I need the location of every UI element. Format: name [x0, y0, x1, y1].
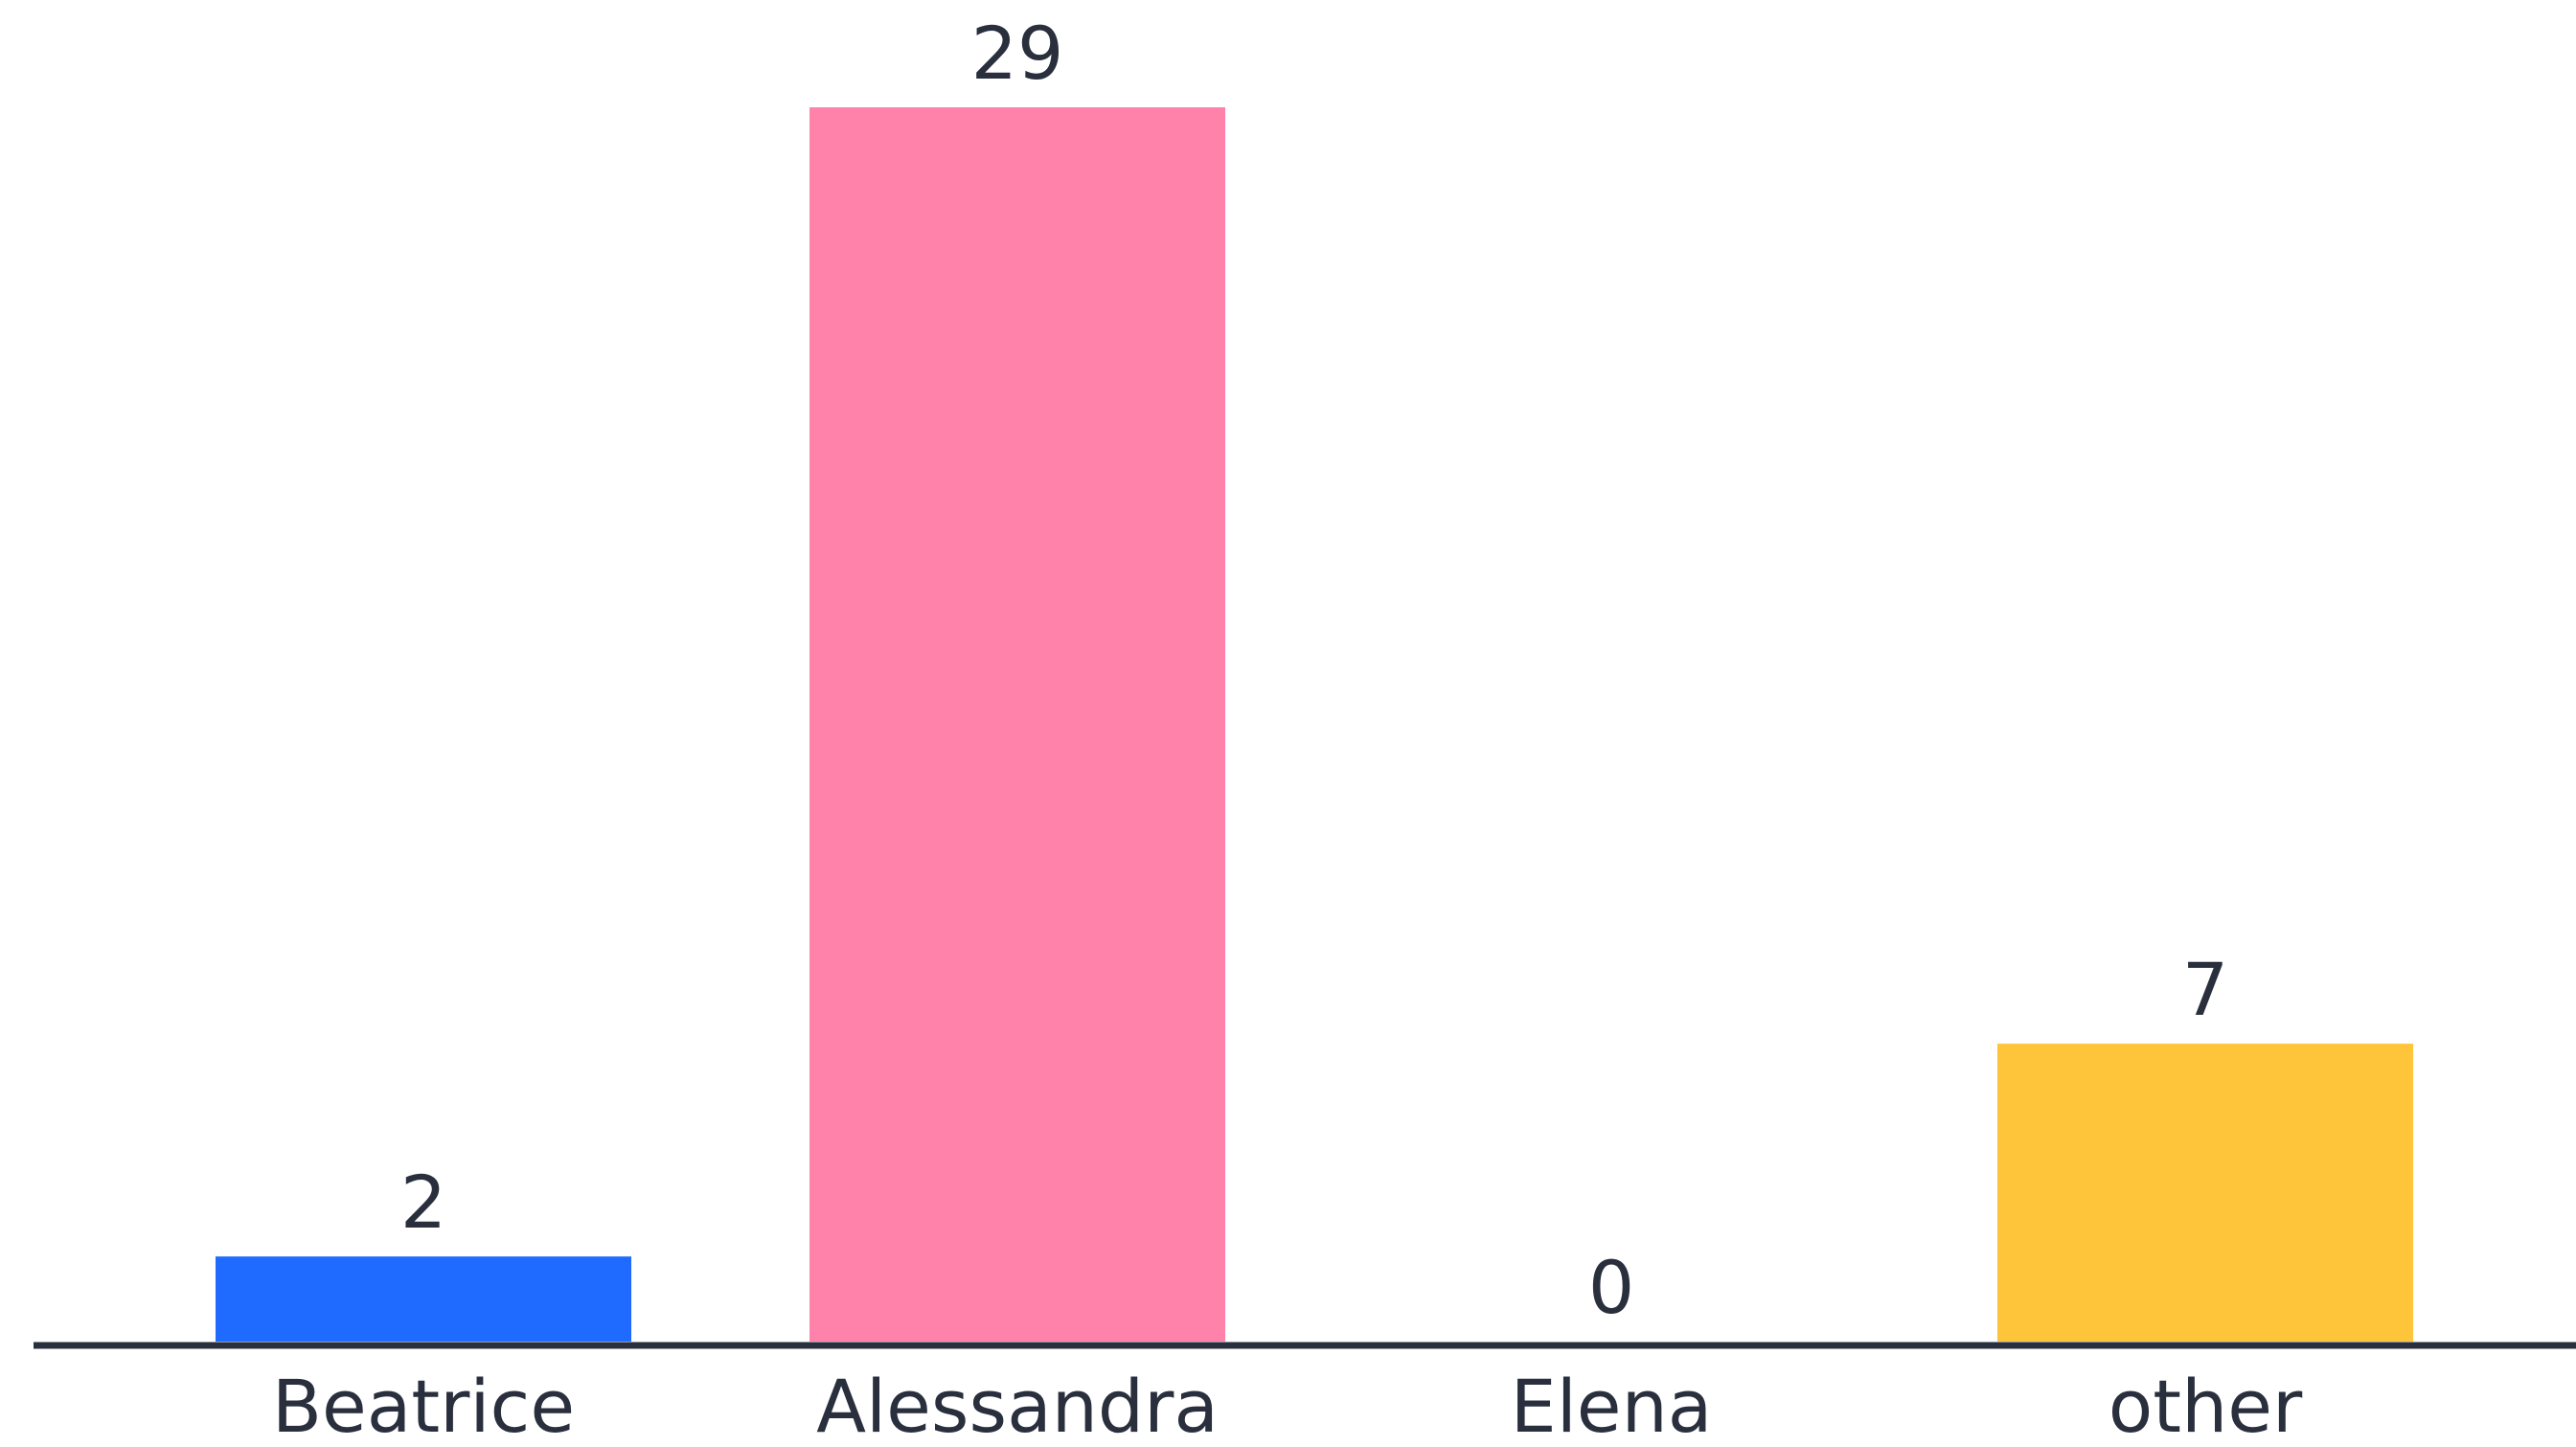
bar-other [1997, 1044, 2413, 1342]
value-label-other: 7 [2182, 947, 2228, 1032]
value-label-alessandra: 29 [971, 11, 1064, 96]
category-label-beatrice: Beatrice [272, 1364, 575, 1447]
bar-beatrice [216, 1256, 631, 1342]
category-label-elena: Elena [1511, 1364, 1713, 1447]
category-label-other: other [2109, 1364, 2303, 1447]
value-label-elena: 0 [1588, 1245, 1634, 1330]
bars-group [216, 107, 2413, 1342]
value-labels-group: 2 29 0 7 [400, 11, 2228, 1330]
value-label-beatrice: 2 [400, 1160, 446, 1245]
category-label-alessandra: Alessandra [816, 1364, 1219, 1447]
category-labels-group: Beatrice Alessandra Elena other [272, 1364, 2303, 1447]
bar-alessandra [809, 107, 1225, 1342]
